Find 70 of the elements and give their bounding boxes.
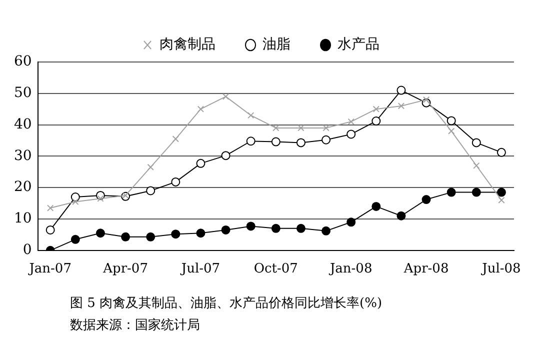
x-tick-label: Jul-07 bbox=[179, 262, 220, 277]
point bbox=[196, 228, 206, 238]
point bbox=[47, 204, 54, 212]
point bbox=[446, 188, 456, 197]
point bbox=[172, 136, 179, 142]
point bbox=[146, 186, 156, 196]
point bbox=[398, 102, 405, 110]
point bbox=[472, 138, 481, 148]
point bbox=[322, 226, 331, 236]
point bbox=[372, 106, 380, 112]
legend-label: 水产品 bbox=[338, 36, 380, 53]
point bbox=[46, 225, 55, 234]
x-tick-label: Apr-07 bbox=[102, 262, 148, 277]
point bbox=[147, 164, 154, 171]
x-tick-label: Jan-08 bbox=[328, 262, 372, 277]
point bbox=[221, 151, 230, 160]
legend-label: 肉禽制品 bbox=[160, 36, 216, 53]
point bbox=[221, 225, 230, 234]
point bbox=[272, 124, 280, 132]
point bbox=[322, 124, 330, 132]
point bbox=[448, 128, 455, 134]
point bbox=[222, 93, 230, 100]
point bbox=[248, 112, 254, 119]
point bbox=[422, 195, 431, 204]
point bbox=[422, 96, 430, 104]
source-note: 数据来源：国家统计局 bbox=[70, 317, 201, 334]
text: 图 5 肉禽及其制品、油脂、水产品价格同比增长率(%) bbox=[70, 295, 384, 312]
point bbox=[496, 188, 506, 197]
y-tick-label: 20 bbox=[14, 179, 32, 196]
point bbox=[72, 198, 79, 206]
point bbox=[296, 224, 306, 233]
point bbox=[146, 232, 156, 242]
point bbox=[372, 116, 381, 126]
point bbox=[246, 136, 256, 146]
point bbox=[97, 195, 104, 202]
point bbox=[171, 230, 180, 239]
x-tick-label: Oct-07 bbox=[254, 262, 298, 277]
point bbox=[396, 86, 406, 95]
y-tick-label: 10 bbox=[14, 210, 32, 227]
point bbox=[473, 162, 480, 169]
point bbox=[498, 196, 505, 204]
point bbox=[96, 228, 105, 238]
y-tick-label: 40 bbox=[14, 116, 32, 132]
point bbox=[296, 138, 306, 148]
point bbox=[121, 232, 130, 242]
y-tick-label: 50 bbox=[14, 85, 32, 102]
point bbox=[271, 137, 280, 146]
point bbox=[446, 116, 456, 126]
y-tick-label: 60 bbox=[14, 54, 32, 70]
x-tick-label: Jul-08 bbox=[480, 262, 521, 277]
point bbox=[496, 148, 506, 157]
point bbox=[246, 222, 256, 231]
point bbox=[70, 234, 80, 244]
y-tick-label: 30 bbox=[14, 148, 32, 164]
point bbox=[372, 202, 381, 211]
point bbox=[346, 218, 356, 227]
point bbox=[271, 224, 280, 233]
point bbox=[348, 118, 354, 125]
point bbox=[196, 158, 206, 168]
legend-label: 油脂 bbox=[262, 36, 290, 53]
point bbox=[396, 211, 406, 220]
x-tick-label: Apr-08 bbox=[402, 262, 449, 277]
point bbox=[472, 188, 481, 197]
y-tick-label: 0 bbox=[22, 242, 32, 258]
point bbox=[322, 135, 331, 144]
point bbox=[171, 177, 180, 186]
point bbox=[298, 124, 304, 132]
x-tick-label: Jan-07 bbox=[27, 262, 72, 277]
point bbox=[197, 106, 204, 112]
point bbox=[346, 130, 356, 139]
